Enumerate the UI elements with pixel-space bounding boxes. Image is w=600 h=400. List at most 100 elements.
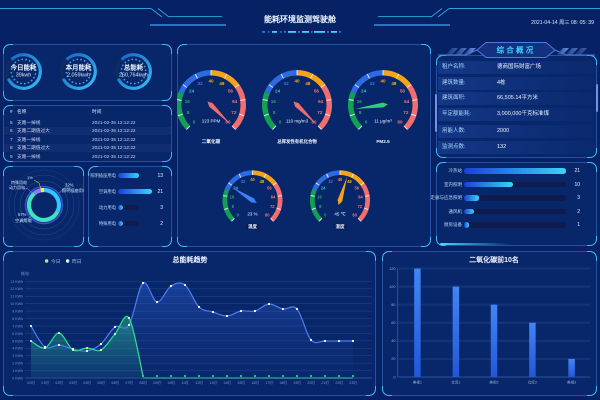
svg-text:56: 56 xyxy=(355,186,360,191)
svg-text:72: 72 xyxy=(403,110,409,115)
svg-text:32: 32 xyxy=(370,81,376,86)
svg-text:二氧化碳: 二氧化碳 xyxy=(202,138,221,145)
svg-text:56: 56 xyxy=(400,89,406,94)
svg-text:72: 72 xyxy=(270,204,275,209)
svg-text:21时: 21时 xyxy=(321,380,329,385)
svg-text:32: 32 xyxy=(198,81,204,86)
svg-text:08时: 08时 xyxy=(139,380,147,385)
svg-text:32%: 32% xyxy=(65,183,74,188)
svg-text:20时: 20时 xyxy=(307,380,315,385)
svg-text:15时: 15时 xyxy=(237,380,245,385)
svg-text:8: 8 xyxy=(359,110,362,115)
svg-text:24: 24 xyxy=(275,89,281,94)
svg-text:72: 72 xyxy=(357,204,362,209)
svg-text:温度: 温度 xyxy=(248,223,257,230)
svg-text:40: 40 xyxy=(294,79,300,84)
svg-text:0: 0 xyxy=(365,120,368,125)
svg-text:动力用电: 动力用电 xyxy=(9,184,25,190)
svg-text:23 %: 23 % xyxy=(247,211,257,216)
svg-text:2,059kwh: 2,059kwh xyxy=(67,72,90,78)
svg-text:48: 48 xyxy=(219,81,225,86)
svg-text:4 KWh: 4 KWh xyxy=(12,347,23,351)
svg-text:260,764kwh: 260,764kwh xyxy=(119,72,148,78)
svg-text:64: 64 xyxy=(232,99,238,104)
svg-text:美视3: 美视3 xyxy=(567,380,576,385)
svg-text:8: 8 xyxy=(273,110,276,115)
svg-text:14时: 14时 xyxy=(223,380,231,385)
svg-text:6 KWh: 6 KWh xyxy=(12,332,23,336)
svg-text:00时: 00时 xyxy=(27,380,35,385)
svg-text:0: 0 xyxy=(193,120,196,125)
svg-text:09时: 09时 xyxy=(153,380,161,385)
svg-text:80: 80 xyxy=(397,120,403,125)
svg-text:24: 24 xyxy=(189,89,195,94)
svg-text:16: 16 xyxy=(317,194,322,199)
svg-text:48: 48 xyxy=(391,81,397,86)
svg-text:本月能耗: 本月能耗 xyxy=(66,62,92,71)
svg-text:0: 0 xyxy=(393,375,395,379)
svg-text:美视1: 美视1 xyxy=(413,380,422,385)
svg-text:80: 80 xyxy=(265,212,270,217)
svg-text:04时: 04时 xyxy=(83,380,91,385)
svg-text:03时: 03时 xyxy=(69,380,77,385)
svg-text:美视2: 美视2 xyxy=(489,380,498,385)
svg-text:02时: 02时 xyxy=(55,380,63,385)
svg-text:16: 16 xyxy=(357,99,363,104)
svg-text:05时: 05时 xyxy=(97,380,105,385)
svg-text:24: 24 xyxy=(233,186,238,191)
svg-text:8 KWh: 8 KWh xyxy=(12,317,23,321)
svg-text:40: 40 xyxy=(208,79,214,84)
svg-text:0: 0 xyxy=(324,212,327,217)
svg-text:昨日: 昨日 xyxy=(72,258,82,265)
svg-text:57%: 57% xyxy=(18,212,27,217)
svg-text:24: 24 xyxy=(361,89,367,94)
svg-text:0: 0 xyxy=(237,212,240,217)
svg-text:16: 16 xyxy=(271,99,277,104)
svg-text:120: 120 xyxy=(389,267,395,271)
svg-text:8: 8 xyxy=(187,110,190,115)
svg-text:23时: 23时 xyxy=(349,380,357,385)
svg-text:仓库1: 仓库1 xyxy=(451,380,460,385)
svg-text:40: 40 xyxy=(391,339,395,343)
svg-text:56: 56 xyxy=(314,89,320,94)
svg-text:5 KWh: 5 KWh xyxy=(12,339,23,343)
svg-text:16: 16 xyxy=(230,194,235,199)
svg-text:07时: 07时 xyxy=(125,380,133,385)
svg-text:40: 40 xyxy=(380,79,386,84)
svg-text:17时: 17时 xyxy=(265,380,273,385)
svg-text:72: 72 xyxy=(231,110,237,115)
svg-text:24: 24 xyxy=(321,186,326,191)
svg-text:PM2.5: PM2.5 xyxy=(376,139,390,144)
svg-text:80: 80 xyxy=(352,212,357,217)
svg-text:12时: 12时 xyxy=(195,380,203,385)
svg-text:二氧化碳前10名: 二氧化碳前10名 xyxy=(469,255,519,264)
svg-text:48: 48 xyxy=(305,81,311,86)
svg-text:64: 64 xyxy=(404,99,410,104)
svg-text:40: 40 xyxy=(338,177,343,182)
svg-text:32: 32 xyxy=(328,179,333,184)
svg-text:22时: 22时 xyxy=(335,380,343,385)
svg-text:01时: 01时 xyxy=(41,380,49,385)
svg-text:1 KWh: 1 KWh xyxy=(12,369,23,373)
svg-text:64: 64 xyxy=(271,194,276,199)
svg-text:45 ℃: 45 ℃ xyxy=(334,211,346,216)
svg-text:2 KWh: 2 KWh xyxy=(12,362,23,366)
svg-text:60: 60 xyxy=(391,321,395,325)
svg-text:123 PPM: 123 PPM xyxy=(202,119,221,124)
svg-text:空调用电: 空调用电 xyxy=(15,217,33,224)
svg-text:80: 80 xyxy=(391,303,395,307)
svg-text:100: 100 xyxy=(389,285,395,289)
svg-text:总能耗趋势: 总能耗趋势 xyxy=(173,255,208,264)
svg-text:耗电: 耗电 xyxy=(21,270,29,276)
svg-text:总挥发性有机化合物: 总挥发性有机化合物 xyxy=(277,138,317,145)
svg-text:48: 48 xyxy=(260,179,265,184)
svg-text:11时: 11时 xyxy=(181,380,189,385)
svg-text:总能耗: 总能耗 xyxy=(124,62,144,71)
svg-text:12 KWh: 12 KWh xyxy=(10,287,23,291)
svg-text:今日能耗: 今日能耗 xyxy=(11,62,37,71)
svg-text:40: 40 xyxy=(250,177,255,182)
svg-text:湿度: 湿度 xyxy=(336,223,345,230)
svg-text:11 KWh: 11 KWh xyxy=(10,295,23,299)
svg-text:32: 32 xyxy=(284,81,290,86)
svg-text:20: 20 xyxy=(391,357,395,361)
